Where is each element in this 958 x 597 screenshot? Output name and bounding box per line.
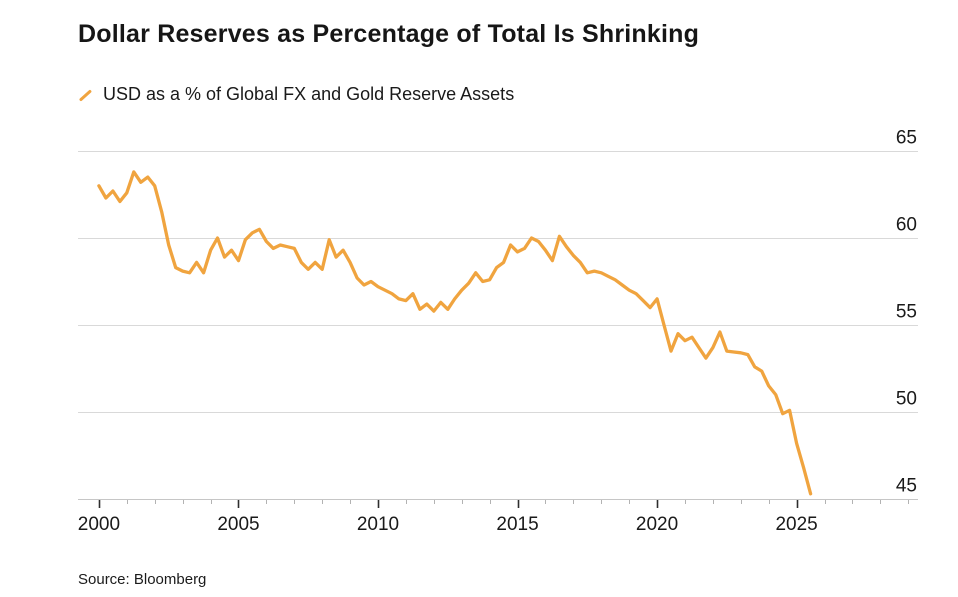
chart-title: Dollar Reserves as Percentage of Total I… (78, 20, 700, 48)
y-axis-label: 60 (896, 215, 917, 236)
y-axis-label: 65 (896, 128, 917, 149)
x-axis-label: 2000 (78, 514, 120, 535)
x-axis-label: 2005 (217, 514, 259, 535)
y-axis-label: 45 (896, 476, 917, 497)
plot-area: 65 60 55 50 45 2000 2005 2010 2015 2020 2025 (78, 128, 918, 535)
series-line-usd-share (97, 170, 813, 496)
x-axis-label: 2025 (775, 514, 817, 535)
source-caption: Source: Bloomberg (78, 571, 207, 588)
y-axis-label: 55 (896, 302, 917, 323)
legend: USD as a % of Global FX and Gold Reserve… (78, 84, 514, 105)
y-axis-label: 50 (896, 389, 917, 410)
x-axis-label: 2020 (636, 514, 678, 535)
x-axis-label: 2015 (496, 514, 538, 535)
legend-series-label: USD as a % of Global FX and Gold Reserve… (103, 84, 515, 104)
x-axis-label: 2010 (357, 514, 399, 535)
